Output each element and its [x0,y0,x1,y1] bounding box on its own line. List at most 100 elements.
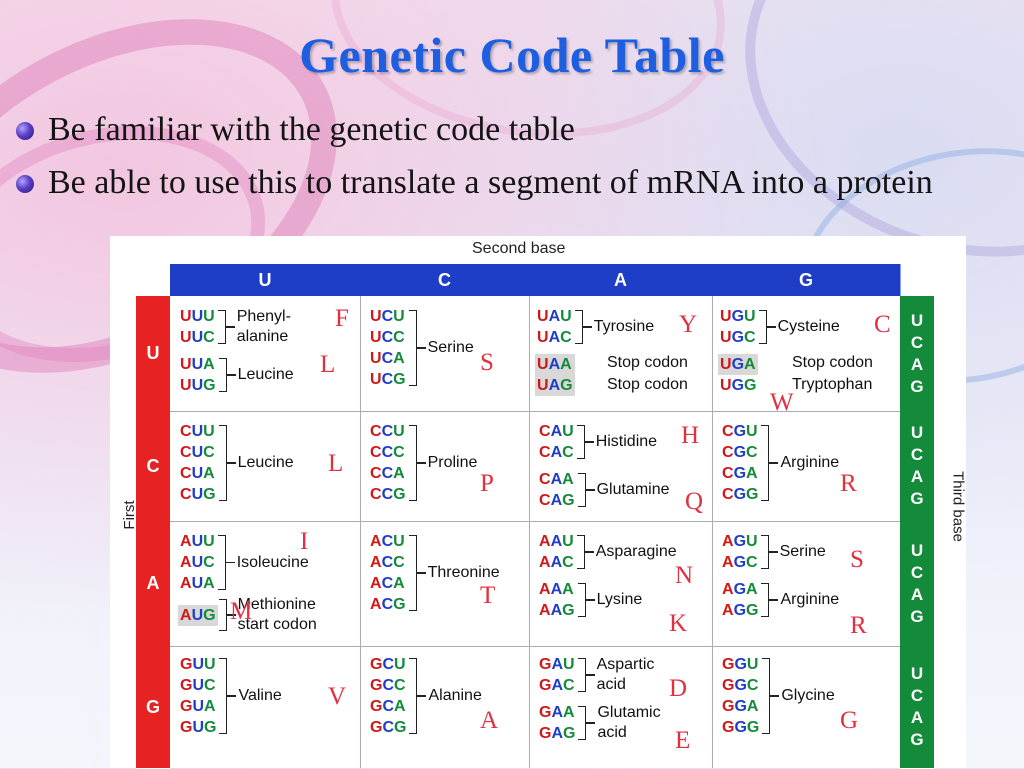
second-base-header: U [170,264,361,296]
codon: ACU [370,533,405,550]
codon-list: CAU CAC [537,421,576,463]
codon-cell: UUU UUC Phenyl-alanine UUA UUG Leucine F L [170,296,360,411]
brace [218,599,227,631]
third-base-letter: C [910,562,924,582]
codon-list: GUU GUC GUA GUG [178,654,218,738]
third-base-letter: G [910,489,924,508]
codon: AAA [539,581,574,598]
brace-tick [227,695,237,697]
brace [578,706,587,740]
third-base-letter: U [910,664,924,683]
codon-group: AGA AGG Arginine [720,579,839,621]
codon-group: CAU CAC Histidine [537,421,657,463]
codon: CAA [539,471,574,488]
brace [574,310,583,344]
grid-line [170,521,900,522]
codon: ACG [370,596,406,613]
codon-list: UCU UCC UCA UCG [368,306,408,390]
amino-acid-label: Valine [238,687,282,704]
first-base-header: C [136,411,170,522]
codon-cell: UGU UGC Cysteine UGA UGG Stop codon Tryptophan… [712,296,900,415]
one-letter-code: L [328,450,344,477]
codon: CGG [722,486,759,503]
codon: GAA [539,704,575,721]
brace-tick [226,462,236,464]
codon-cell: CCU CCC CCA CCG Proline P [360,411,529,521]
amino-acid-label: Proline [427,454,478,471]
bullet-item: Be familiar with the genetic code table [10,110,970,150]
codon: AAC [539,554,574,571]
codon-list: AAU AAC [537,531,576,573]
brace [217,310,226,344]
grid-line [712,296,713,768]
third-base-letter: A [910,354,924,374]
codon: CUA [180,465,215,482]
codon-list: GGU GGC GGA GGG [720,654,761,738]
codon-group: AUU AUC AUA Isoleucine [178,531,309,594]
codon-group: UGA UGG [718,354,759,396]
codon: UGC [720,329,756,346]
brace [408,425,417,501]
one-letter-code: L [320,351,336,378]
brace [760,535,769,569]
amino-acid-label: Methionine start codon [237,596,317,633]
stop-codon-label: Stop codon [607,354,688,371]
codon: UGG [720,377,757,394]
codon-list: UAA UAG [535,354,575,396]
brace-tick [225,561,235,564]
codon-group: CCU CCC CCA CCG Proline [368,421,477,505]
codon: AGA [722,581,758,598]
codon: GCA [370,698,406,715]
codon: UGU [720,308,756,325]
codon: UAA [535,354,575,375]
codon-group: UUU UUC Phenyl-alanine [178,306,291,348]
one-letter-code: V [328,683,347,710]
one-letter-code: C [874,311,891,338]
codon-group: GUU GUC GUA GUG Valine [178,654,282,738]
first-base-header: U [136,296,170,412]
bullet-item: Be able to use this to translate a segme… [10,163,970,203]
codon: GCU [370,656,406,673]
third-base-letter: C [910,445,924,464]
third-base-letter: A [910,467,924,486]
codon: AUC [180,554,215,571]
third-base-letter: G [910,606,924,626]
brace [576,535,585,569]
codon: AUA [180,575,215,592]
third-base-letter: U [910,540,924,560]
brace-tick [416,462,426,464]
codon: CUG [180,486,216,503]
stop-codon-label: Stop codon [792,354,873,371]
one-letter-code: D [669,675,688,702]
codon-group: UAU UAC Tyrosine [535,306,654,348]
one-letter-code: Q [685,488,704,515]
codon-list: UGA UGG [718,354,759,396]
codon: GGC [722,677,759,694]
stop-labels: Stop codon Stop codon [605,352,688,396]
codon: GGU [722,656,759,673]
one-letter-code: F [335,305,349,332]
brace-tick [585,489,595,491]
codon-group: AAU AAC Asparagine [537,531,677,573]
codon: UAU [537,308,572,325]
one-letter-code: Y [679,311,698,338]
codon-cell: CUU CUC CUA CUG Leucine L [170,411,360,521]
codon-group: GCU GCC GCA GCG Alanine [368,654,482,738]
codon: CCA [370,465,405,482]
third-base-letter: A [910,708,924,727]
one-letter-code: S [850,546,864,573]
codon: CCC [370,444,405,461]
codon: CAC [539,444,574,461]
codon-cell: AAU AAC Asparagine AAA AAG Lysine N K [529,521,712,646]
codon: GGA [722,698,759,715]
bullet-list: Be familiar with the genetic code table … [10,110,970,216]
grid-line [360,296,361,768]
third-base-letter: U [910,310,924,330]
amino-acid-label: Arginine [780,454,840,471]
codon-cell: GCU GCC GCA GCG Alanine A [360,646,529,768]
codon: CCU [370,423,405,440]
first-base-header: A [136,521,170,647]
codon-cell: GAU GAC Aspartic acid GAA GAG Glutamic acid D E [529,646,712,768]
